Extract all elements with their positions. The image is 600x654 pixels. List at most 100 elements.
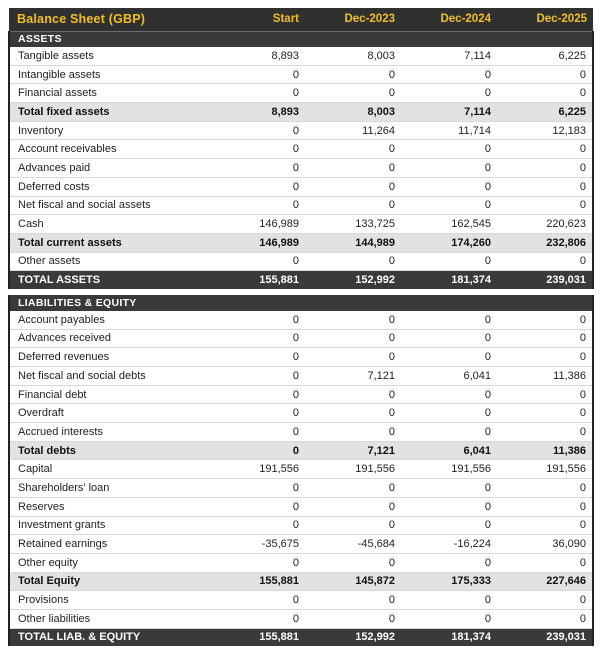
row-label: Retained earnings xyxy=(8,534,209,554)
row-label: Account payables xyxy=(8,310,209,330)
cell-value: 12,183 xyxy=(497,121,594,141)
row-label: Cash xyxy=(8,214,209,234)
cell-value: 0 xyxy=(401,516,497,536)
cell-value: 0 xyxy=(497,139,594,160)
cell-value: 146,989 xyxy=(209,233,305,253)
cell-value: 0 xyxy=(209,516,305,536)
row-label: Other equity xyxy=(8,553,209,573)
cell-value: 0 xyxy=(497,497,594,517)
cell-value: 220,623 xyxy=(497,214,594,234)
cell-value: 0 xyxy=(401,252,497,272)
cell-value: 0 xyxy=(209,83,305,104)
row-label: Investment grants xyxy=(8,516,209,536)
row-label: TOTAL LIAB. & EQUITY xyxy=(8,628,209,647)
cell-value: 155,881 xyxy=(209,270,305,289)
table-row: Reserves 0 0 0 0 xyxy=(8,497,594,517)
cell-value: 152,992 xyxy=(305,628,401,647)
row-label: Deferred costs xyxy=(8,177,209,197)
table-row: Tangible assets 8,893 8,003 7,114 6,225 xyxy=(8,47,594,66)
cell-value: 0 xyxy=(209,441,305,461)
cell-value: 6,225 xyxy=(497,47,594,66)
row-label: Shareholders' loan xyxy=(8,478,209,498)
cell-value: 0 xyxy=(401,609,497,629)
cell-value: 0 xyxy=(401,65,497,85)
cell-value: -45,684 xyxy=(305,534,401,554)
cell-value: 0 xyxy=(401,329,497,349)
cell-value: 6,041 xyxy=(401,366,497,386)
table-row: Net fiscal and social debts 0 7,121 6,041 11… xyxy=(8,366,594,386)
row-label: Advances received xyxy=(8,329,209,349)
table-row: Accrued interests 0 0 0 0 xyxy=(8,422,594,442)
table-row: Other liabilities 0 0 0 0 xyxy=(8,609,594,629)
cell-value: 0 xyxy=(305,177,401,197)
cell-value: 0 xyxy=(497,422,594,442)
cell-value: 181,374 xyxy=(401,270,497,289)
table-title: Balance Sheet (GBP) xyxy=(9,8,209,32)
cell-value: 0 xyxy=(209,177,305,197)
table-row: Total fixed assets 8,893 8,003 7,114 6,225 xyxy=(8,102,594,122)
cell-value: 155,881 xyxy=(209,572,305,592)
column-header-dec-2025: Dec-2025 xyxy=(497,8,593,32)
table-row: Other assets 0 0 0 0 xyxy=(8,252,594,272)
row-label: Total debts xyxy=(8,441,209,461)
table-row: Total Equity 155,881 145,872 175,333 227,646 xyxy=(8,572,594,592)
cell-value: 11,386 xyxy=(497,441,594,461)
row-label: Deferred revenues xyxy=(8,347,209,367)
cell-value: 0 xyxy=(497,329,594,349)
cell-value: 0 xyxy=(305,310,401,330)
table-row: Account receivables 0 0 0 0 xyxy=(8,139,594,160)
cell-value: 0 xyxy=(209,121,305,141)
section-header-row: ASSETS xyxy=(8,31,594,47)
cell-value: 7,114 xyxy=(401,102,497,122)
table-row: Investment grants 0 0 0 0 xyxy=(8,516,594,536)
table-row: Net fiscal and social assets 0 0 0 0 xyxy=(8,196,594,216)
row-label: Account receivables xyxy=(8,139,209,160)
cell-value: 0 xyxy=(305,478,401,498)
cell-value: 191,556 xyxy=(401,459,497,480)
cell-value: 0 xyxy=(305,329,401,349)
cell-value: 227,646 xyxy=(497,572,594,592)
cell-value: 191,556 xyxy=(209,459,305,480)
cell-value: 7,121 xyxy=(305,366,401,386)
row-label: Advances paid xyxy=(8,158,209,178)
cell-value: 152,992 xyxy=(305,270,401,289)
cell-value: 0 xyxy=(209,478,305,498)
row-label: Reserves xyxy=(8,497,209,517)
cell-value: 0 xyxy=(305,553,401,573)
cell-value: 0 xyxy=(401,83,497,104)
table-row: Capital 191,556 191,556 191,556 191,556 xyxy=(8,459,594,480)
cell-value: 0 xyxy=(305,609,401,629)
section-spacer-cell xyxy=(9,288,593,295)
table-row: Shareholders' loan 0 0 0 0 xyxy=(8,478,594,498)
cell-value: 0 xyxy=(209,329,305,349)
table-row: Account payables 0 0 0 0 xyxy=(8,310,594,330)
cell-value: 0 xyxy=(209,497,305,517)
table-row: TOTAL LIAB. & EQUITY 155,881 152,992 181,37… xyxy=(8,628,594,647)
row-label: Other assets xyxy=(8,252,209,272)
table-row: Retained earnings -35,675 -45,684 -16,224 36… xyxy=(8,534,594,554)
row-label: Financial assets xyxy=(8,83,209,104)
cell-value: 0 xyxy=(497,516,594,536)
cell-value: 0 xyxy=(305,516,401,536)
cell-value: 145,872 xyxy=(305,572,401,592)
cell-value: 0 xyxy=(209,553,305,573)
cell-value: 133,725 xyxy=(305,214,401,234)
row-label: Inventory xyxy=(8,121,209,141)
cell-value: 0 xyxy=(497,65,594,85)
cell-value: 8,893 xyxy=(209,47,305,66)
cell-value: 0 xyxy=(497,553,594,573)
cell-value: 0 xyxy=(305,65,401,85)
cell-value: 0 xyxy=(401,347,497,367)
column-header-dec-2023: Dec-2023 xyxy=(305,8,401,32)
cell-value: 174,260 xyxy=(401,233,497,253)
cell-value: 0 xyxy=(305,196,401,216)
cell-value: 0 xyxy=(209,252,305,272)
cell-value: 0 xyxy=(497,347,594,367)
cell-value: 0 xyxy=(305,252,401,272)
balance-sheet-table: Balance Sheet (GBP) Start Dec-2023 Dec-2… xyxy=(8,8,594,647)
cell-value: 8,003 xyxy=(305,47,401,66)
cell-value: 0 xyxy=(497,252,594,272)
column-header-start: Start xyxy=(209,8,305,32)
cell-value: 144,989 xyxy=(305,233,401,253)
cell-value: 0 xyxy=(401,422,497,442)
